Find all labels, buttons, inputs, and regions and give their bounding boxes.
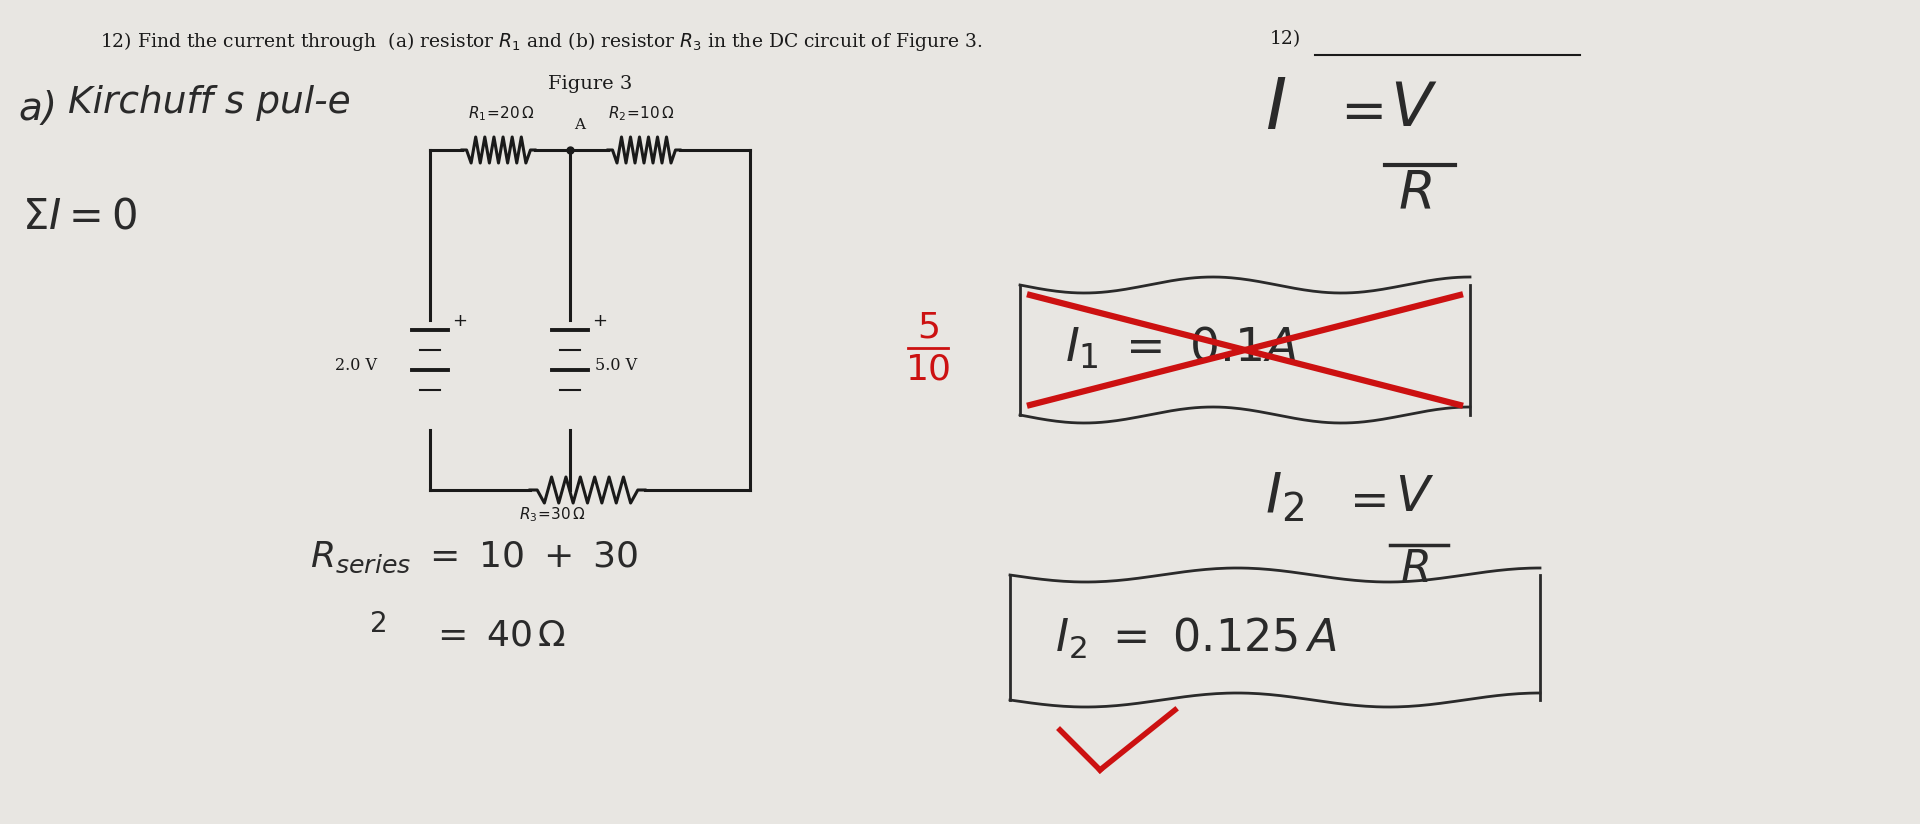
Text: $=$: $=$ bbox=[1340, 478, 1386, 523]
Text: $\mathit{I_2}$: $\mathit{I_2}$ bbox=[1265, 470, 1304, 524]
Text: $\mathit{I_1\ =\ 0.1A}$: $\mathit{I_1\ =\ 0.1A}$ bbox=[1066, 325, 1296, 372]
Text: +: + bbox=[451, 312, 467, 330]
Text: 5.0 V: 5.0 V bbox=[595, 357, 637, 373]
Text: Kirchuff s pul-e: Kirchuff s pul-e bbox=[67, 85, 351, 121]
Text: +: + bbox=[591, 312, 607, 330]
Text: $\mathit{V}$: $\mathit{V}$ bbox=[1396, 473, 1434, 521]
Text: a): a) bbox=[17, 90, 58, 128]
Text: $5$: $5$ bbox=[918, 310, 939, 344]
Text: $=$: $=$ bbox=[1331, 85, 1384, 139]
Text: $\mathit{I_2\ =\ 0.125\,A}$: $\mathit{I_2\ =\ 0.125\,A}$ bbox=[1054, 616, 1336, 661]
Text: 2: 2 bbox=[371, 610, 388, 638]
Text: $R_3\!=\!30\,\Omega$: $R_3\!=\!30\,\Omega$ bbox=[518, 505, 586, 524]
Text: $\mathit{V}$: $\mathit{V}$ bbox=[1390, 80, 1438, 139]
Text: $10$: $10$ bbox=[904, 352, 950, 386]
Text: 12) Find the current through  (a) resistor $R_1$ and (b) resistor $R_3$ in the D: 12) Find the current through (a) resisto… bbox=[100, 30, 983, 53]
Text: $\mathit{R}$: $\mathit{R}$ bbox=[1400, 548, 1428, 591]
Text: 2.0 V: 2.0 V bbox=[334, 357, 376, 373]
Text: $=\ 40\,\Omega$: $=\ 40\,\Omega$ bbox=[430, 618, 566, 652]
Text: $R_1\!=\!20\,\Omega$: $R_1\!=\!20\,\Omega$ bbox=[468, 105, 534, 123]
Text: $R_2\!=\!10\,\Omega$: $R_2\!=\!10\,\Omega$ bbox=[609, 105, 674, 123]
Text: A: A bbox=[574, 118, 586, 132]
Text: Figure 3: Figure 3 bbox=[547, 75, 632, 93]
Text: $\Sigma I=0$: $\Sigma I=0$ bbox=[21, 195, 138, 237]
Text: $R_{series}\ =\ 10\ +\ 30$: $R_{series}\ =\ 10\ +\ 30$ bbox=[309, 540, 637, 575]
Text: $\mathit{R}$: $\mathit{R}$ bbox=[1398, 168, 1432, 220]
Text: 12): 12) bbox=[1269, 30, 1302, 48]
Text: $\mathit{I}$: $\mathit{I}$ bbox=[1265, 75, 1286, 144]
